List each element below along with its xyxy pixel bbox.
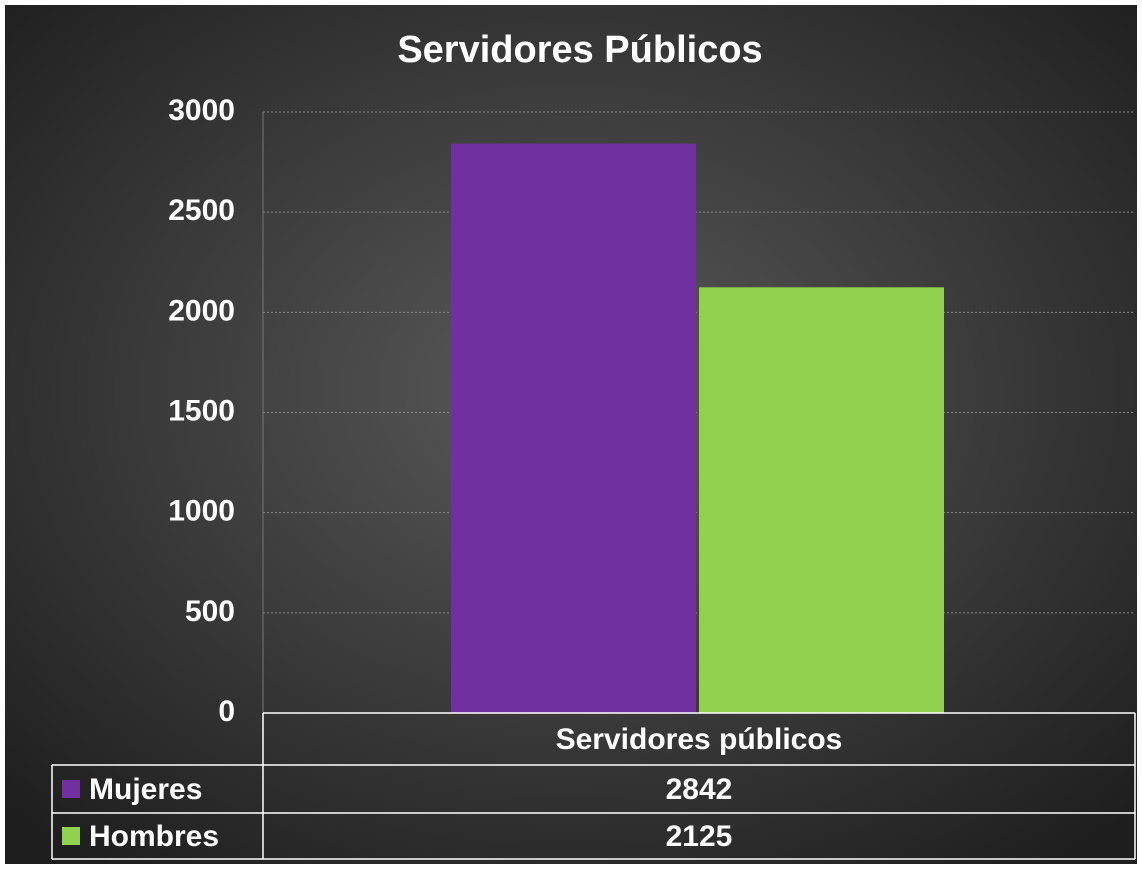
y-tick-label: 1500: [168, 394, 235, 427]
legend-label: Mujeres: [89, 773, 202, 806]
table-value: 2125: [666, 820, 733, 853]
legend-key: [62, 827, 80, 845]
y-tick-label: 500: [185, 595, 235, 628]
legend-label: Hombres: [89, 820, 219, 853]
bar: [699, 287, 944, 713]
table-value: 2842: [666, 773, 733, 806]
y-tick-label: 3000: [168, 94, 235, 127]
y-tick-label: 2500: [168, 194, 235, 227]
chart-title: Servidores Públicos: [397, 29, 762, 71]
y-tick-label: 2000: [168, 294, 235, 327]
category-label: Servidores públicos: [556, 723, 843, 756]
y-tick-label: 1000: [168, 495, 235, 528]
legend-key: [62, 780, 80, 798]
y-tick-label: 0: [218, 695, 235, 728]
bar: [451, 143, 696, 714]
